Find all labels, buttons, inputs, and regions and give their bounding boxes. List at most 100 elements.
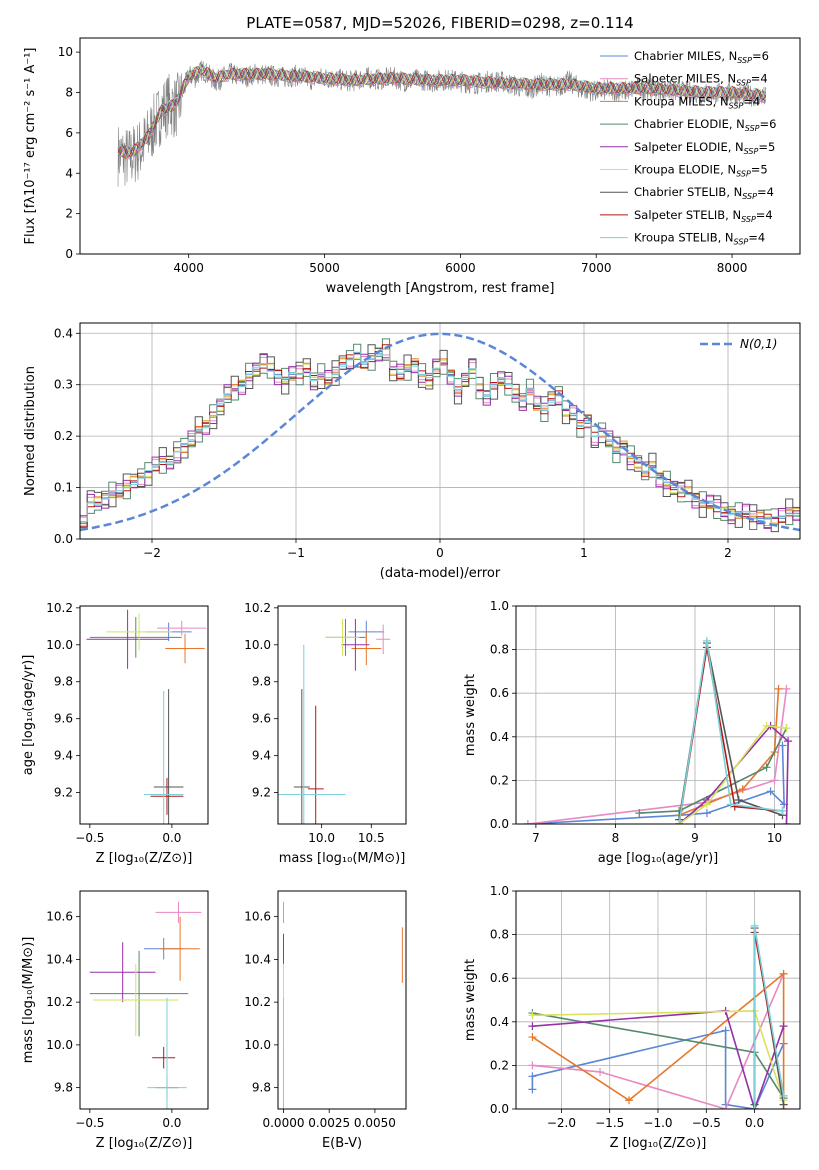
legend-entry: Salpeter MILES, NSSP=4: [634, 72, 768, 88]
x-tick-label: 0.0: [745, 1116, 764, 1130]
weight-series-marker: [528, 1022, 537, 1031]
x-tick-label: 10.5: [358, 831, 385, 845]
spectrum-frame: [79, 37, 801, 255]
y-tick-label: 10.2: [46, 601, 73, 615]
weight-series-marker: [779, 1091, 788, 1100]
weight-series-marker: [734, 796, 743, 805]
x-axis-label: Z [log₁₀(Z/Z⊙)]: [96, 851, 193, 866]
x-axis-label: (data-model)/error: [380, 566, 501, 581]
age_vs_weight-frame: [515, 605, 801, 825]
weight-series-marker: [675, 820, 684, 824]
weight-series-line: [639, 727, 788, 814]
legend-entry-text: Chabrier MILES, N: [634, 49, 737, 63]
legend-entry-text: Kroupa ELODIE, N: [634, 163, 736, 177]
weight-series-marker: [782, 724, 791, 733]
x-tick-label: −0.5: [692, 1116, 721, 1130]
weight-series-marker: [779, 1022, 788, 1031]
errorbar-point: [144, 690, 184, 824]
y-tick-label: 9.4: [252, 749, 271, 763]
weight-series-marker: [596, 1067, 605, 1076]
weight-series-marker: [778, 806, 787, 815]
legend-entry: Chabrier ELODIE, NSSP=6: [634, 117, 776, 133]
weight-series-marker: [779, 1100, 788, 1109]
mass_vs_age-axes: 10.0 10.5 9.2 9.4 9.6 9.8 10.0 10.2 mass [log₁₀(…: [244, 601, 407, 866]
y-tick-label: 0.8: [490, 928, 509, 942]
x-tick-label: 2: [724, 546, 732, 560]
y-tick-label: 10.6: [244, 910, 271, 924]
x-tick-label: 0.0000: [262, 1116, 304, 1130]
errorbar-point: [152, 1047, 176, 1069]
y-tick-label: 8: [65, 86, 73, 100]
errorbar-point: [89, 617, 182, 658]
weight-series-marker: [625, 1096, 634, 1105]
errorbar-point: [155, 901, 202, 924]
y-tick-label: 10.4: [46, 952, 73, 966]
weight-series-line: [532, 1010, 785, 1109]
weight-series-line: [678, 640, 783, 824]
y-tick-label: 0.3: [54, 378, 73, 392]
y-tick-label: 0.0: [490, 817, 509, 831]
histogram-legend: N(0,1): [700, 337, 777, 351]
weight-series-marker: [779, 969, 788, 978]
y-tick-label: 10: [58, 45, 73, 59]
y-tick-label: 10.6: [46, 910, 73, 924]
legend-entry-suffix: =4: [743, 94, 760, 108]
weight-series-marker: [782, 684, 791, 693]
x-tick-label: 1: [580, 546, 588, 560]
x-axis-label: Z [log₁₀(Z/Z⊙)]: [610, 1136, 707, 1151]
x-tick-label: −0.5: [75, 1116, 104, 1130]
errorbar-point: [89, 950, 189, 1037]
errorbar-point: [307, 705, 324, 824]
y-axis-label: age [log₁₀(age/yr)]: [21, 655, 36, 776]
legend-entry-text: Kroupa STELIB, N: [634, 231, 734, 245]
x-axis-label: Z [log₁₀(Z/Z⊙)]: [96, 1136, 193, 1151]
x-tick-label: 7000: [581, 261, 612, 275]
errorbar-point: [325, 618, 360, 656]
x-tick-label: 0.0: [162, 1116, 181, 1130]
y-tick-label: 9.8: [54, 675, 73, 689]
y-tick-label: 10.2: [244, 995, 271, 1009]
mass_vs_age-frame: [277, 605, 407, 825]
weight-series-marker: [702, 800, 711, 809]
legend-entry-sub: SSP: [736, 79, 751, 88]
weight-series-marker: [750, 921, 759, 930]
x-tick-label: 10: [767, 831, 782, 845]
legend-entry-sub: SSP: [736, 170, 751, 179]
weight-series-line: [678, 725, 787, 824]
y-tick-label: 10.0: [244, 1038, 271, 1052]
y-tick-label: 9.2: [54, 786, 73, 800]
weight-series-marker: [702, 809, 711, 818]
legend-entry-suffix: =5: [751, 163, 768, 177]
residual_hist-axes: −2 −1 0 1 2 0.0 0.1 0.2 0.3 0.4 (data-model)/error…: [23, 322, 801, 581]
y-tick-label: 10.2: [244, 601, 271, 615]
legend-entry-suffix: =4: [751, 72, 768, 86]
x-tick-label: 8: [612, 831, 620, 845]
y-axis-label: mass weight: [463, 959, 478, 1041]
residual_hist-plot-area: [80, 332, 800, 533]
x-tick-label: −1.5: [595, 1116, 624, 1130]
x-axis-label: age [log₁₀(age/yr)]: [598, 851, 719, 866]
y-tick-label: 9.2: [252, 786, 271, 800]
z_vs_age-plot-area: [86, 609, 207, 824]
legend-entry-sub: SSP: [741, 215, 756, 224]
spectrum-plot-area: [117, 60, 767, 187]
weight-series-marker: [528, 1033, 537, 1042]
x-tick-label: 9: [691, 831, 699, 845]
y-tick-label: 10.0: [46, 1038, 73, 1052]
y-tick-label: 0.1: [54, 481, 73, 495]
histogram-series: [80, 344, 800, 533]
errorbar-point: [147, 997, 187, 1109]
errorbar-point: [293, 689, 310, 824]
legend-entry-suffix: =5: [758, 140, 775, 154]
spectrum-axes: 4000 5000 6000 7000 8000 0 2 4 6 8 10 wavelength [A…: [23, 37, 801, 296]
legend-entry: Kroupa MILES, NSSP=4: [634, 94, 760, 110]
spectrum-model-line: [117, 66, 767, 157]
ebv_vs_mass-axes: 0.0000 0.0025 0.0050 9.8 10.0 10.2 10.4 10.6 E(B…: [244, 890, 407, 1151]
x-axis-label: wavelength [Angstrom, rest frame]: [326, 281, 555, 296]
legend-entry: Chabrier STELIB, NSSP=4: [634, 185, 774, 201]
z_vs_mass-axes: −0.5 0.0 9.8 10.0 10.2 10.4 10.6 Z [log₁₀(Z/Z⊙)…: [21, 890, 209, 1151]
weight-series-marker: [528, 1085, 537, 1094]
age_vs_weight-plot-area: [523, 636, 793, 824]
y-tick-label: 1.0: [490, 599, 509, 613]
